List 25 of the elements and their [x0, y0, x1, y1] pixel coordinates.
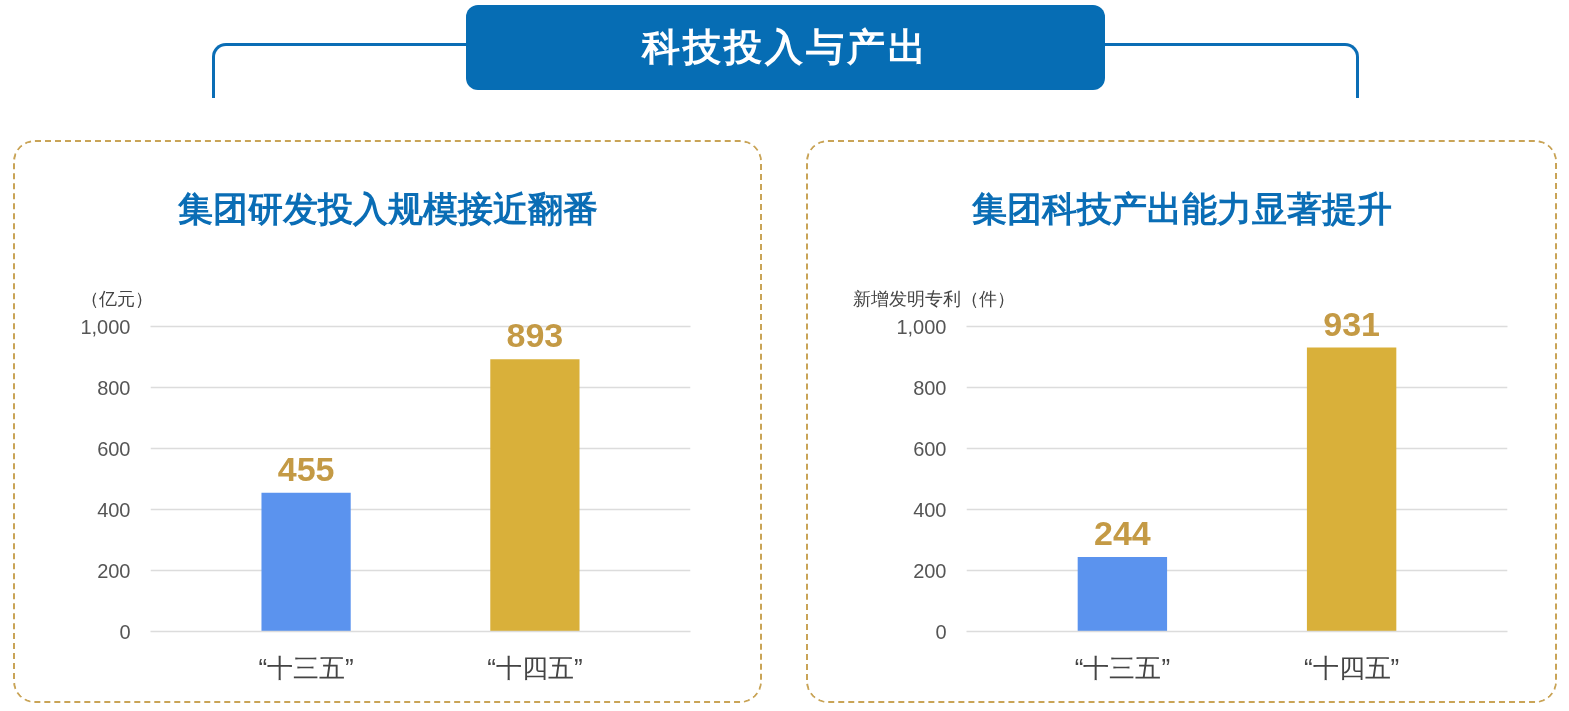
y-tick-label: 600: [913, 437, 947, 460]
y-tick-label: 0: [119, 620, 131, 643]
x-tick-label: “十四五”: [487, 652, 583, 683]
y-tick-label: 800: [97, 376, 131, 399]
data-label: 244: [1094, 514, 1151, 553]
x-tick-label: “十三五”: [1074, 652, 1171, 683]
data-label: 931: [1323, 304, 1380, 343]
chart-title: 集团研发投入规模接近翻番: [177, 188, 598, 228]
y-tick-label: 400: [913, 498, 947, 521]
text: 科技投入与产出: [466, 5, 1105, 90]
data-label: 893: [506, 316, 564, 355]
y-tick-label: 600: [97, 437, 131, 460]
y-tick-label: 1,000: [80, 315, 131, 338]
y-tick-label: 800: [913, 376, 947, 399]
y-tick-label: 200: [97, 559, 131, 582]
y-axis-title: 新增发明专利（件）: [852, 289, 1015, 309]
y-tick-label: 400: [97, 498, 131, 521]
y-tick-label: 0: [935, 620, 947, 643]
y-tick-label: 1,000: [896, 315, 947, 338]
y-axis-title: （亿元）: [80, 289, 153, 309]
chart-title: 集团科技产出能力显著提升: [971, 188, 1392, 228]
x-tick-label: “十三五”: [258, 652, 354, 683]
x-tick-label: “十四五”: [1303, 652, 1400, 683]
y-tick-label: 200: [913, 559, 947, 582]
data-label: 455: [277, 449, 335, 488]
